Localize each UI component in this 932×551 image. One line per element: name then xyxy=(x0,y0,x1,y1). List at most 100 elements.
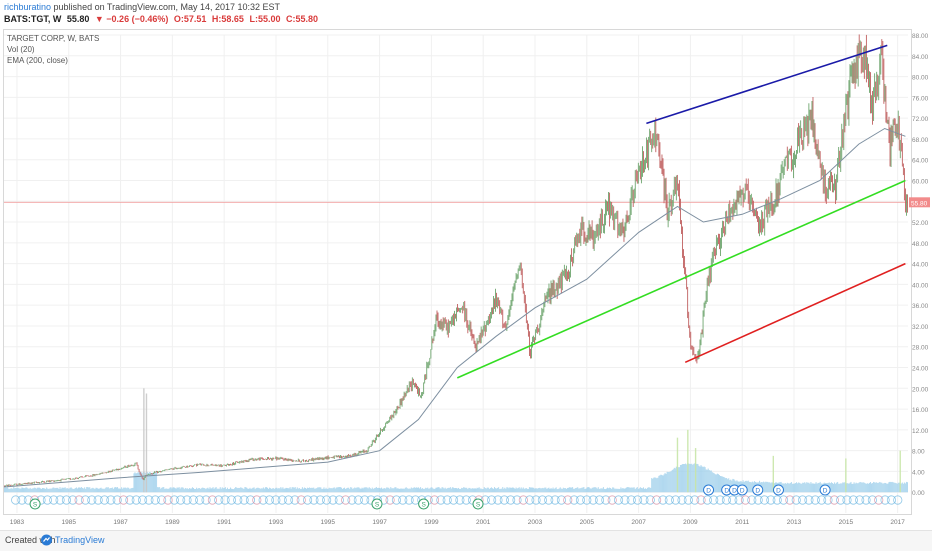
dividend-event-marker[interactable] xyxy=(398,495,408,505)
dividend-event-marker[interactable] xyxy=(334,495,344,505)
event-marker[interactable] xyxy=(371,498,383,510)
dividend-event-marker[interactable] xyxy=(347,495,357,505)
dividend-event-marker[interactable] xyxy=(645,495,655,505)
dividend-event-marker[interactable] xyxy=(245,495,256,505)
dividend-event-marker[interactable] xyxy=(252,495,262,505)
dividend-event-marker[interactable] xyxy=(87,495,97,505)
dividend-event-marker[interactable] xyxy=(550,495,560,505)
dividend-event-marker[interactable] xyxy=(512,495,522,505)
dividend-event-marker[interactable] xyxy=(829,495,839,505)
dividend-event-marker[interactable] xyxy=(499,495,509,505)
dividend-event-marker[interactable] xyxy=(239,495,249,505)
dividend-event-marker[interactable] xyxy=(302,495,313,505)
dividend-event-marker[interactable] xyxy=(747,495,757,505)
dividend-event-marker[interactable] xyxy=(810,495,820,505)
dividend-event-marker[interactable] xyxy=(176,495,186,505)
dividend-event-marker[interactable] xyxy=(341,495,351,505)
dividend-event-marker[interactable] xyxy=(632,495,643,505)
dividend-event-marker[interactable] xyxy=(861,495,871,505)
trend-line-bottom[interactable] xyxy=(684,262,906,364)
dividend-event-marker[interactable] xyxy=(804,495,814,505)
tradingview-logo-icon[interactable] xyxy=(40,534,53,546)
dividend-event-marker[interactable] xyxy=(766,495,776,505)
legend-volume[interactable]: Vol (20) xyxy=(7,45,35,54)
dividend-event-marker[interactable] xyxy=(639,495,649,505)
dividend-event-marker[interactable] xyxy=(188,495,198,505)
dividend-event-marker[interactable] xyxy=(144,495,154,505)
dividend-event-marker[interactable] xyxy=(874,495,884,505)
dividend-event-marker[interactable] xyxy=(677,495,687,505)
event-marker[interactable] xyxy=(819,484,831,496)
dividend-event-marker[interactable] xyxy=(664,495,674,505)
dividend-event-marker[interactable] xyxy=(277,495,287,505)
dividend-event-marker[interactable] xyxy=(169,495,179,505)
dividend-event-marker[interactable] xyxy=(556,495,567,505)
dividend-event-marker[interactable] xyxy=(429,495,440,505)
dividend-event-marker[interactable] xyxy=(658,495,668,505)
dividend-event-marker[interactable] xyxy=(772,495,782,505)
dividend-event-marker[interactable] xyxy=(506,495,516,505)
trend-line-top[interactable] xyxy=(646,44,888,125)
dividend-event-marker[interactable] xyxy=(702,495,712,505)
dividend-event-marker[interactable] xyxy=(385,495,395,505)
dividend-event-marker[interactable] xyxy=(283,495,294,505)
dividend-event-marker[interactable] xyxy=(709,495,719,505)
dividend-event-marker[interactable] xyxy=(575,495,586,505)
dividend-event-marker[interactable] xyxy=(544,495,554,505)
dividend-event-marker[interactable] xyxy=(11,495,21,505)
dividend-event-marker[interactable] xyxy=(322,495,332,505)
dividend-event-marker[interactable] xyxy=(258,495,268,505)
dividend-event-marker[interactable] xyxy=(106,495,116,505)
dividend-event-marker[interactable] xyxy=(518,495,528,505)
dividend-event-marker[interactable] xyxy=(855,495,865,505)
dividend-event-marker[interactable] xyxy=(61,495,72,505)
dividend-event-marker[interactable] xyxy=(487,495,497,505)
dividend-event-marker[interactable] xyxy=(131,495,141,505)
dividend-event-marker[interactable] xyxy=(715,495,725,505)
dividend-event-marker[interactable] xyxy=(309,495,319,505)
dividend-event-marker[interactable] xyxy=(531,495,541,505)
dividend-event-marker[interactable] xyxy=(759,495,770,505)
dividend-event-marker[interactable] xyxy=(360,495,370,505)
dividend-event-marker[interactable] xyxy=(137,495,148,505)
dividend-event-marker[interactable] xyxy=(233,495,243,505)
dividend-event-marker[interactable] xyxy=(264,495,275,505)
dividend-event-marker[interactable] xyxy=(99,495,110,505)
dividend-event-marker[interactable] xyxy=(404,495,414,505)
dividend-event-marker[interactable] xyxy=(537,495,547,505)
dividend-event-marker[interactable] xyxy=(791,495,801,505)
dividend-event-marker[interactable] xyxy=(391,495,402,505)
dividend-event-marker[interactable] xyxy=(525,495,535,505)
event-marker[interactable] xyxy=(772,484,784,496)
dividend-event-marker[interactable] xyxy=(55,495,65,505)
dividend-event-marker[interactable] xyxy=(848,495,858,505)
dividend-event-marker[interactable] xyxy=(271,495,281,505)
dividend-event-marker[interactable] xyxy=(886,495,897,505)
dividend-event-marker[interactable] xyxy=(461,495,471,505)
dividend-event-marker[interactable] xyxy=(201,495,211,505)
dividend-event-marker[interactable] xyxy=(785,495,795,505)
event-marker[interactable] xyxy=(703,484,715,496)
dividend-event-marker[interactable] xyxy=(683,495,693,505)
dividend-event-marker[interactable] xyxy=(112,495,122,505)
dividend-event-marker[interactable] xyxy=(582,495,592,505)
dividend-event-marker[interactable] xyxy=(49,495,59,505)
dividend-event-marker[interactable] xyxy=(836,495,846,505)
dividend-event-marker[interactable] xyxy=(315,495,325,505)
dividend-event-marker[interactable] xyxy=(626,495,636,505)
event-marker[interactable] xyxy=(472,498,484,510)
dividend-event-marker[interactable] xyxy=(823,495,833,505)
dividend-event-marker[interactable] xyxy=(778,495,789,505)
legend-title[interactable]: TARGET CORP, W, BATS xyxy=(7,34,100,43)
dividend-event-marker[interactable] xyxy=(42,495,52,505)
dividend-event-marker[interactable] xyxy=(563,495,573,505)
dividend-event-marker[interactable] xyxy=(607,495,617,505)
dividend-event-marker[interactable] xyxy=(671,495,681,505)
dividend-event-marker[interactable] xyxy=(125,495,135,505)
dividend-event-marker[interactable] xyxy=(455,495,465,505)
dividend-event-marker[interactable] xyxy=(290,495,300,505)
dividend-event-marker[interactable] xyxy=(652,495,662,505)
dividend-event-marker[interactable] xyxy=(182,495,192,505)
dividend-event-marker[interactable] xyxy=(594,495,605,505)
